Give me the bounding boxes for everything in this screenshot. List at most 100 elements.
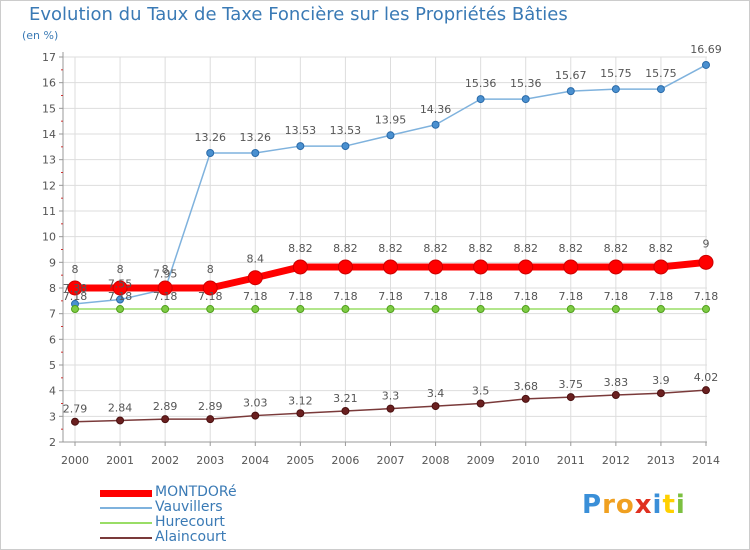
x-tick-label: 2008 — [422, 454, 450, 467]
data-label: 8 — [72, 263, 79, 276]
data-label: 7.18 — [153, 290, 178, 303]
data-label: 7.95 — [153, 267, 178, 280]
data-point — [161, 415, 170, 424]
data-label: 14.36 — [420, 103, 452, 116]
data-point — [698, 254, 714, 270]
data-point — [563, 259, 579, 275]
data-point — [566, 87, 575, 96]
legend-swatch — [100, 489, 152, 497]
data-point — [67, 280, 83, 296]
data-label: 8.82 — [288, 242, 313, 255]
data-point — [341, 142, 350, 151]
data-point — [518, 259, 534, 275]
data-label: 8.82 — [468, 242, 493, 255]
y-tick-label: 3 — [49, 410, 56, 423]
x-tick-label: 2011 — [557, 454, 585, 467]
data-label: 3.4 — [427, 387, 445, 400]
data-label: 7.38 — [63, 282, 88, 295]
data-label: 3.83 — [604, 376, 629, 389]
data-label: 15.36 — [510, 77, 542, 90]
y-tick-label: 11 — [42, 205, 56, 218]
data-point — [521, 305, 530, 314]
data-label: 7.18 — [108, 290, 133, 303]
x-tick-label: 2007 — [377, 454, 405, 467]
data-point — [521, 394, 530, 403]
logo-letter: r — [602, 490, 616, 520]
legend-label: Alaincourt — [155, 529, 227, 545]
y-tick-label: 9 — [49, 256, 56, 269]
data-label: 8.82 — [513, 242, 538, 255]
legend-item: Vauvillers — [100, 499, 330, 516]
legend-item: Hurecourt — [100, 514, 330, 531]
data-point — [611, 391, 620, 400]
data-point — [71, 305, 79, 314]
data-label: 8.82 — [423, 242, 448, 255]
data-point — [608, 259, 624, 275]
data-label: 2.89 — [198, 400, 223, 413]
data-point — [383, 259, 398, 275]
data-label: 3.75 — [559, 378, 584, 391]
data-point — [296, 305, 305, 314]
data-point — [386, 404, 395, 413]
x-tick-label: 2010 — [512, 454, 540, 467]
data-point — [71, 417, 79, 426]
data-label: 8 — [207, 263, 214, 276]
legend-swatch — [100, 507, 152, 509]
data-point — [431, 305, 440, 314]
logo-letter: x — [634, 490, 653, 520]
y-tick-label: 5 — [49, 359, 56, 372]
y-tick-label: 10 — [42, 231, 56, 244]
data-label: 3.12 — [288, 394, 313, 407]
data-label: 7.55 — [108, 278, 133, 291]
data-point — [702, 305, 710, 314]
y-tick-label: 2 — [49, 436, 56, 449]
data-point — [337, 259, 353, 275]
logo-letter: o — [615, 490, 635, 520]
data-point — [521, 95, 530, 104]
data-label: 7.18 — [468, 290, 493, 303]
y-tick-label: 8 — [49, 282, 56, 295]
data-label: 13.95 — [375, 113, 407, 126]
data-label: 3.21 — [333, 392, 358, 405]
data-label: 7.18 — [604, 290, 629, 303]
data-point — [702, 386, 710, 395]
x-tick-label: 2003 — [196, 454, 224, 467]
logo-letter: t — [662, 490, 676, 520]
data-label: 7.18 — [243, 290, 268, 303]
y-tick-label: 4 — [49, 385, 56, 398]
data-point — [428, 259, 444, 275]
data-label: 7.18 — [288, 290, 313, 303]
data-point — [251, 305, 260, 314]
data-point — [206, 148, 215, 157]
data-point — [431, 120, 440, 129]
data-label: 4.02 — [694, 371, 719, 384]
legend-swatch — [100, 537, 152, 539]
data-label: 2.79 — [63, 403, 88, 416]
y-tick-label: 6 — [49, 333, 56, 346]
data-point — [611, 305, 620, 314]
x-tick-label: 2002 — [151, 454, 179, 467]
data-label: 7.18 — [649, 290, 674, 303]
data-label: 7.18 — [378, 290, 403, 303]
legend-swatch — [100, 522, 152, 524]
y-tick-label: 7 — [49, 308, 56, 321]
legend-item: Alaincourt — [100, 529, 330, 546]
data-label: 3.68 — [513, 380, 538, 393]
data-point — [566, 305, 575, 314]
data-point — [566, 393, 575, 402]
legend-label: Vauvillers — [155, 499, 223, 515]
data-label: 8 — [117, 263, 124, 276]
legend-label: MONTDORé — [155, 484, 237, 500]
data-point — [116, 305, 125, 314]
data-label: 13.26 — [194, 131, 226, 144]
legend-label: Hurecourt — [155, 514, 225, 530]
y-tick-label: 15 — [42, 102, 56, 115]
x-tick-label: 2014 — [692, 454, 720, 467]
data-point — [247, 270, 263, 286]
data-label: 16.69 — [690, 43, 722, 56]
x-tick-label: 2004 — [241, 454, 269, 467]
data-point — [296, 409, 305, 418]
data-label: 8.82 — [559, 242, 584, 255]
data-label: 9 — [703, 237, 710, 250]
